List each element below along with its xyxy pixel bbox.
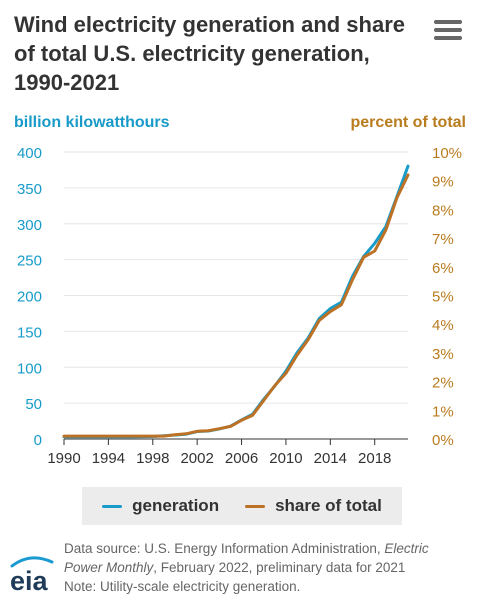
legend-item-generation[interactable]: generation bbox=[102, 496, 219, 516]
left-tick-label: 350 bbox=[17, 181, 42, 198]
source-prefix: Data source: U.S. Energy Information Adm… bbox=[64, 541, 385, 556]
right-tick-label: 9% bbox=[432, 174, 454, 191]
left-tick-label: 50 bbox=[25, 396, 42, 413]
right-tick-label: 7% bbox=[432, 231, 454, 248]
footer-note: Note: Utility-scale electricity generati… bbox=[64, 579, 301, 594]
source-note: Data source: U.S. Energy Information Adm… bbox=[64, 539, 470, 577]
right-tick-label: 8% bbox=[432, 202, 454, 219]
chart-title: Wind electricity generation and share of… bbox=[14, 12, 406, 95]
chart-legend: generation share of total bbox=[82, 487, 402, 525]
series-line-generation bbox=[62, 164, 410, 439]
eia-logo-text: eia bbox=[10, 566, 49, 596]
eia-logo-icon: eia bbox=[10, 556, 54, 596]
legend-swatch-generation bbox=[102, 504, 123, 508]
x-tick-label: 2002 bbox=[180, 450, 213, 467]
left-tick-label: 300 bbox=[17, 217, 42, 234]
left-tick-label: 200 bbox=[17, 289, 42, 306]
left-tick-label: 100 bbox=[17, 360, 42, 377]
series-line-share-of-total bbox=[62, 173, 410, 438]
left-tick-label: 0 bbox=[34, 432, 42, 449]
chart-plot: 0 50 100 150 200 250 300 350 400 0% 1% 2% 3% 4% 5% 6% 7%… bbox=[17, 145, 462, 467]
right-tick-label: 10% bbox=[432, 145, 462, 162]
legend-label-generation: generation bbox=[132, 496, 220, 515]
x-tick-label: 2018 bbox=[358, 450, 391, 467]
hamburger-menu-icon[interactable] bbox=[434, 20, 462, 42]
x-tick-label: 1998 bbox=[136, 450, 169, 467]
right-tick-label: 2% bbox=[432, 375, 454, 392]
x-tick-label: 1990 bbox=[47, 450, 80, 467]
source-publication: Electric Power Monthly bbox=[64, 541, 429, 575]
x-tick-label: 2006 bbox=[225, 450, 258, 467]
legend-label-share: share of total bbox=[275, 496, 382, 515]
source-suffix: , February 2022, preliminary data for 20… bbox=[153, 560, 406, 575]
right-tick-label: 0% bbox=[432, 432, 454, 449]
left-axis-title: billion kilowatthours bbox=[14, 114, 170, 131]
right-tick-label: 4% bbox=[432, 317, 454, 334]
x-tick-label: 2014 bbox=[314, 450, 347, 467]
x-tick-label: 2010 bbox=[269, 450, 302, 467]
right-tick-label: 1% bbox=[432, 403, 454, 420]
right-tick-label: 3% bbox=[432, 346, 454, 363]
left-tick-label: 250 bbox=[17, 253, 42, 270]
legend-swatch-share bbox=[245, 504, 266, 508]
left-tick-label: 150 bbox=[17, 324, 42, 341]
x-tick-label: 1994 bbox=[92, 450, 125, 467]
chart-footer: Data source: U.S. Energy Information Adm… bbox=[64, 539, 470, 596]
right-tick-label: 6% bbox=[432, 260, 454, 277]
legend-item-share[interactable]: share of total bbox=[245, 496, 382, 516]
right-tick-label: 5% bbox=[432, 289, 454, 306]
left-tick-label: 400 bbox=[17, 145, 42, 162]
right-axis-title: percent of total bbox=[350, 114, 466, 131]
